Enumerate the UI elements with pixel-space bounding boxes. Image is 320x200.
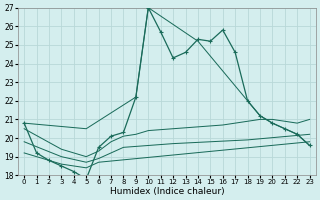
X-axis label: Humidex (Indice chaleur): Humidex (Indice chaleur) [109, 187, 224, 196]
